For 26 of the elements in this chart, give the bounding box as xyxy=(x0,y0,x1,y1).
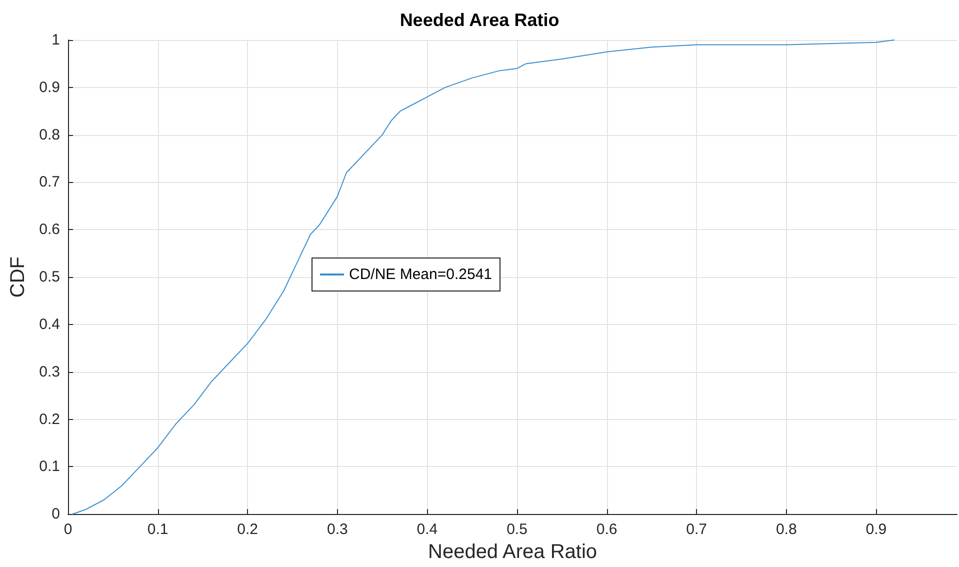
y-tick-label: 0.3 xyxy=(39,363,60,380)
legend-label: CD/NE Mean=0.2541 xyxy=(349,266,492,283)
y-axis-title: CDF xyxy=(7,256,30,298)
x-axis-title: Needed Area Ratio xyxy=(428,541,598,563)
line-series xyxy=(72,40,895,515)
y-tick-label: 0.2 xyxy=(39,410,60,428)
x-tick-label: 0.2 xyxy=(237,521,258,538)
x-tick-label: 0.3 xyxy=(326,521,348,538)
x-tick-label: 0 xyxy=(64,521,72,538)
y-tick-label: 0.1 xyxy=(39,458,60,476)
y-tick-label: 0.5 xyxy=(39,268,60,286)
chart-title: Needed Area Ratio xyxy=(400,10,560,30)
y-tick-label: 1 xyxy=(52,32,60,48)
y-tick-label: 0.8 xyxy=(39,126,60,144)
x-tick-label: 0.9 xyxy=(866,521,887,538)
x-tick-label: 0.5 xyxy=(506,521,528,538)
y-tick-label: 0.6 xyxy=(39,221,60,238)
y-tick-label: 0.7 xyxy=(39,174,60,191)
x-tick-label: 0.6 xyxy=(596,521,618,538)
y-tick-label: 0 xyxy=(52,506,60,523)
y-tick-label: 0.4 xyxy=(39,316,60,333)
y-tick-label: 0.9 xyxy=(39,78,60,96)
x-tick-label: 0.4 xyxy=(416,521,438,538)
x-tick-label: 0.7 xyxy=(686,521,708,538)
x-tick-label: 0.8 xyxy=(776,521,797,538)
x-tick-label: 0.1 xyxy=(147,521,168,538)
